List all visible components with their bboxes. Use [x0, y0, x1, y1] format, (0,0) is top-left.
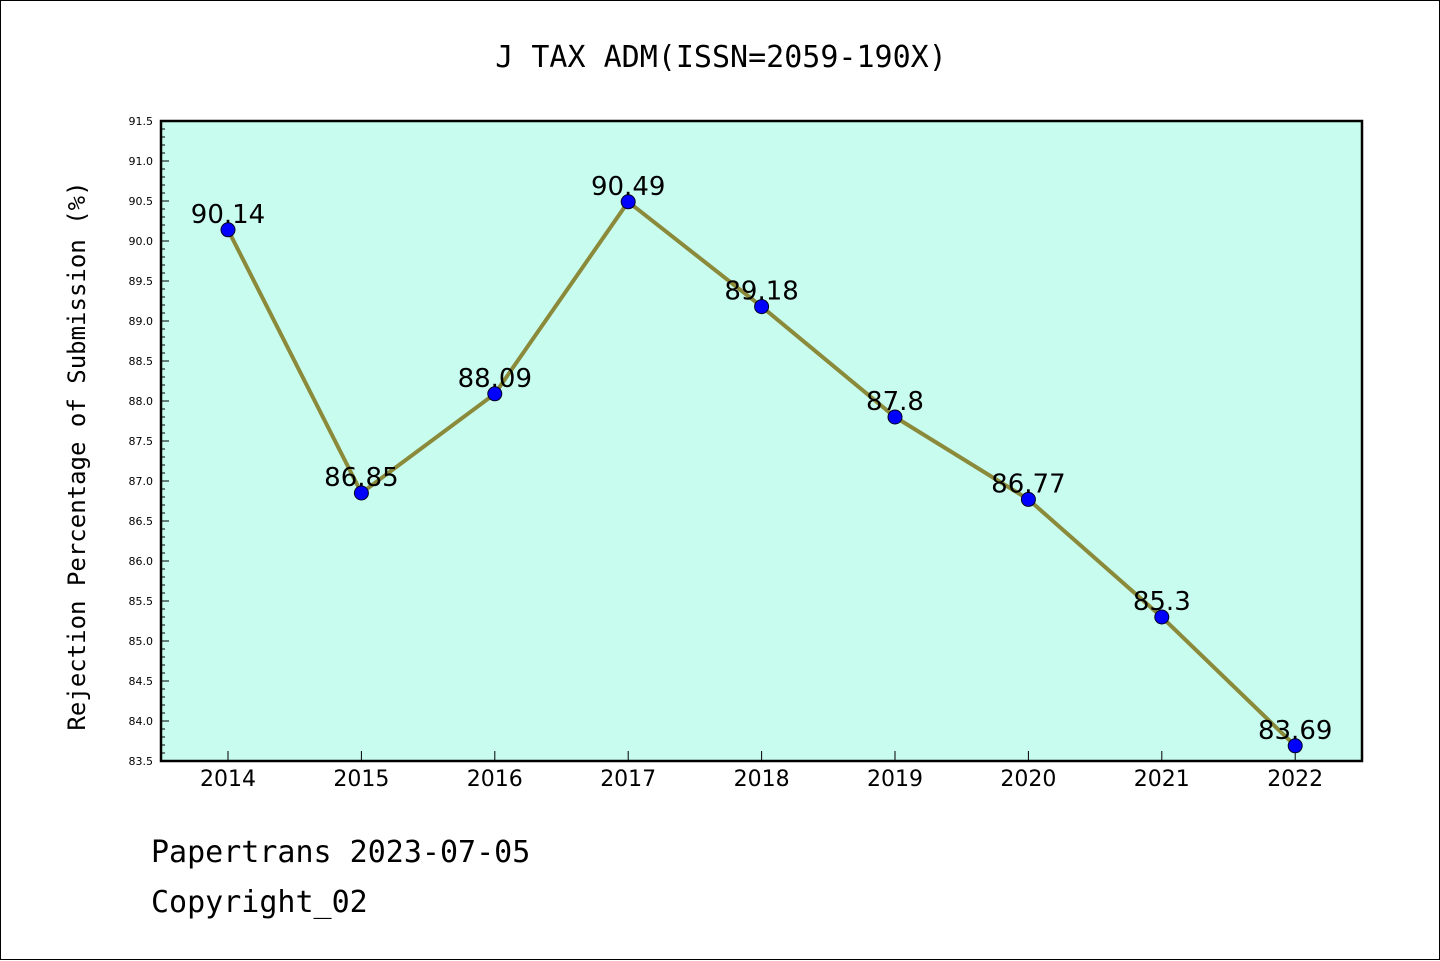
data-label: 88.09 [458, 364, 532, 394]
plot-frame [159, 119, 1364, 763]
data-point [887, 409, 903, 425]
y-tick-label: 88.0 [129, 395, 154, 408]
chart-title: J TAX ADM(ISSN=2059-190X) [495, 40, 947, 75]
x-tick-label: 2018 [734, 767, 790, 792]
y-tick-label: 89.0 [129, 315, 154, 328]
data-point [754, 299, 770, 315]
y-tick-label: 88.5 [129, 355, 154, 368]
data-point [620, 194, 636, 210]
y-tick-label: 86.0 [129, 555, 154, 568]
y-tick-label: 90.5 [129, 195, 154, 208]
x-tick-label: 2015 [333, 767, 389, 792]
y-tick-label: 86.5 [129, 515, 154, 528]
x-tick-label: 2017 [600, 767, 656, 792]
x-tick-label: 2016 [467, 767, 523, 792]
footer-copyright: Copyright_02 [151, 885, 368, 920]
y-tick-label: 87.0 [129, 475, 154, 488]
data-point [1154, 609, 1170, 625]
y-tick-label: 87.5 [129, 435, 154, 448]
data-label: 90.14 [191, 200, 265, 230]
y-tick-label: 89.5 [129, 275, 154, 288]
y-tick-label: 91.5 [129, 115, 154, 128]
series-layer [220, 194, 1303, 754]
y-tick-label: 85.0 [129, 635, 154, 648]
y-axis-label: Rejection Percentage of Submission (%) [63, 181, 91, 730]
y-tick-label: 84.0 [129, 715, 154, 728]
plot-area [161, 121, 1362, 761]
y-tick-label: 85.5 [129, 595, 154, 608]
x-axis: 2014 2015 2016 2017 2018 2019 2020 2021 2022 [200, 751, 1323, 792]
data-label: 85.3 [1133, 587, 1191, 617]
footer-source: Papertrans 2023-07-05 [151, 835, 531, 870]
y-tick-label: 84.5 [129, 675, 154, 688]
data-point [1287, 738, 1303, 754]
x-tick-label: 2021 [1134, 767, 1190, 792]
y-tick-label: 90.0 [129, 235, 154, 248]
data-label: 86.85 [324, 463, 398, 493]
data-label: 86.77 [991, 469, 1065, 499]
x-tick-label: 2020 [1000, 767, 1056, 792]
data-label: 87.8 [866, 387, 924, 417]
y-tick-label: 83.5 [129, 755, 154, 768]
x-tick-label: 2014 [200, 767, 256, 792]
data-label: 89.18 [724, 277, 798, 307]
data-point [220, 222, 236, 238]
data-point [487, 386, 503, 402]
data-point [1020, 491, 1036, 507]
data-point [353, 485, 369, 501]
y-tick-label: 91.0 [129, 155, 154, 168]
x-tick-label: 2022 [1267, 767, 1323, 792]
data-label: 90.49 [591, 172, 665, 202]
data-labels: 90.14 86.85 88.09 90.49 89.18 87.8 86.77 85.3 83… [191, 172, 1333, 746]
data-label: 83.69 [1258, 716, 1332, 746]
x-tick-label: 2019 [867, 767, 923, 792]
